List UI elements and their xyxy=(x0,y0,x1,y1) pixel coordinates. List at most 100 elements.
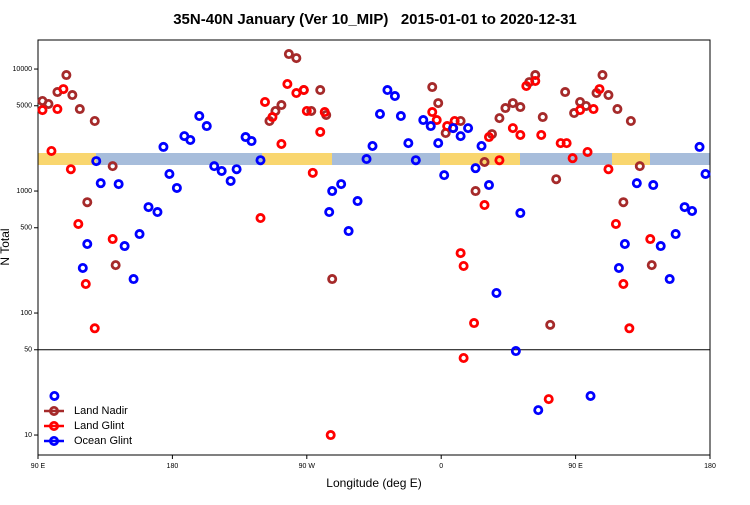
scatter-point xyxy=(325,430,336,441)
y-tick-label: 1000 xyxy=(16,188,32,195)
scatter-point xyxy=(545,319,556,330)
scatter-point xyxy=(255,155,266,166)
scatter-point xyxy=(455,131,466,142)
scatter-point xyxy=(152,207,163,218)
scatter-point xyxy=(298,85,309,96)
scatter-point xyxy=(418,115,429,126)
y-axis-label: N Total xyxy=(0,228,12,265)
scatter-point xyxy=(301,105,312,116)
scatter-point xyxy=(194,111,205,122)
scatter-point xyxy=(476,140,487,151)
scatter-point xyxy=(395,111,406,122)
legend: Land Nadir Land Glint Ocean Glint xyxy=(44,405,132,447)
scatter-point xyxy=(89,116,100,127)
scatter-point xyxy=(664,274,675,285)
scatter-point xyxy=(648,180,659,191)
scatter-point xyxy=(410,155,421,166)
scatter-point xyxy=(315,85,326,96)
scatter-point xyxy=(700,168,711,179)
scatter-point xyxy=(494,113,505,124)
scatter-point xyxy=(433,98,444,109)
scatter-point xyxy=(575,105,586,116)
scatter-point xyxy=(327,274,338,285)
scatter-point xyxy=(491,287,502,298)
scatter-point xyxy=(582,146,593,157)
scatter-point xyxy=(431,115,442,126)
scatter-point xyxy=(603,90,614,101)
legend-marker xyxy=(49,435,60,446)
scatter-point xyxy=(561,138,572,149)
plot-frame xyxy=(37,39,711,456)
scatter-point xyxy=(618,278,629,289)
scatter-point xyxy=(507,98,518,109)
scatter-point xyxy=(458,352,469,363)
scatter-point xyxy=(367,140,378,151)
scatter-point xyxy=(500,103,511,114)
scatter-point xyxy=(67,90,78,101)
scatter-point xyxy=(216,165,227,176)
scatter-point xyxy=(439,170,450,181)
scatter-point xyxy=(551,174,562,185)
scatter-point xyxy=(46,145,57,156)
scatter-point xyxy=(389,91,400,102)
scatter-point xyxy=(255,213,266,224)
scatter-point xyxy=(267,112,278,123)
scatter-point xyxy=(510,346,521,357)
scatter-point xyxy=(89,323,100,334)
scatter-point xyxy=(619,239,630,250)
scatter-point xyxy=(679,202,690,213)
legend-label: Ocean Glint xyxy=(74,435,132,447)
legend-label: Land Nadir xyxy=(74,405,128,417)
chart-title: 35N-40N January (Ver 10_MIP) 2015-01-01 … xyxy=(173,11,577,28)
scatter-point xyxy=(107,161,118,172)
scatter-point xyxy=(82,239,93,250)
scatter-point xyxy=(543,394,554,405)
scatter-point xyxy=(603,164,614,175)
scatter-point xyxy=(536,129,547,140)
scatter-point xyxy=(455,248,466,259)
scatter-point xyxy=(343,226,354,237)
scatter-point xyxy=(282,79,293,90)
scatter-point xyxy=(374,109,385,120)
scatter-point xyxy=(307,167,318,178)
scatter-point xyxy=(77,262,88,273)
scatter-point xyxy=(597,70,608,81)
scatter-point xyxy=(65,164,76,175)
scatter-point xyxy=(694,141,705,152)
scatter-point xyxy=(231,164,242,175)
x-tick-label: 90 E xyxy=(31,463,46,470)
scatter-point xyxy=(588,104,599,115)
scatter-point xyxy=(110,260,121,271)
scatter-point xyxy=(107,234,118,245)
scatter-point xyxy=(483,132,494,143)
scatter-point xyxy=(61,70,72,81)
scatter-point xyxy=(319,107,330,118)
scatter-point xyxy=(225,175,236,186)
scatter-point xyxy=(427,82,438,93)
scatter-point xyxy=(625,116,636,127)
scatter-point xyxy=(646,260,657,271)
scatter-point xyxy=(613,262,624,273)
scatter-point xyxy=(143,202,154,213)
x-tick-label: 90 E xyxy=(568,463,583,470)
scatter-point xyxy=(483,180,494,191)
scatter-point xyxy=(470,163,481,174)
scatter-point xyxy=(448,123,459,134)
scatter-point xyxy=(306,105,317,116)
scatter-point xyxy=(631,178,642,189)
scatter-point xyxy=(52,104,63,115)
scatter-point xyxy=(327,186,338,197)
scatter-point xyxy=(361,154,372,165)
scatter-point xyxy=(670,229,681,240)
scatter-point xyxy=(494,155,505,166)
scatter-point xyxy=(515,102,526,113)
scatter-point xyxy=(315,126,326,137)
scatter-point xyxy=(515,208,526,219)
scatter-point xyxy=(113,179,124,190)
scatter-point xyxy=(128,274,139,285)
scatter-point xyxy=(403,138,414,149)
scatter-point xyxy=(95,178,106,189)
y-tick-label: 500 xyxy=(20,225,32,232)
scatter-point xyxy=(470,186,481,197)
